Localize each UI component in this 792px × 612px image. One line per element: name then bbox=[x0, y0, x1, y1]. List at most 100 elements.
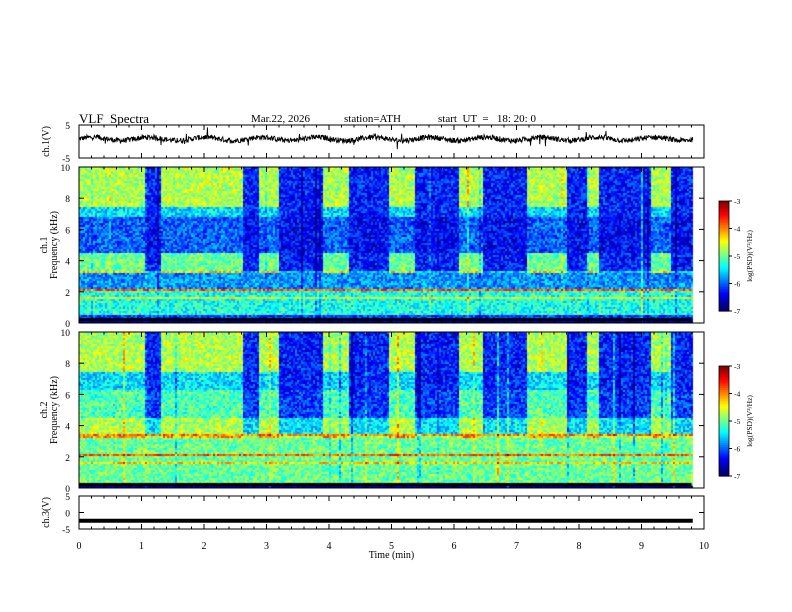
time-tick-label-4: 4 bbox=[327, 541, 332, 552]
time-tick-label-9: 9 bbox=[639, 541, 644, 552]
ch1-colorbar-swatch-52 bbox=[719, 296, 729, 299]
ch2-colorbar-swatch-42 bbox=[719, 443, 729, 446]
ch2-colorbar-swatch-59 bbox=[719, 474, 729, 477]
ch2-colorbar-swatch-25 bbox=[719, 411, 729, 415]
ch1-colorbar-swatch-7 bbox=[719, 213, 729, 217]
ch1-colorbar-swatch-21 bbox=[719, 239, 729, 242]
ch1-colorbar-swatch-11 bbox=[719, 221, 729, 224]
ch2-colorbar-swatch-54 bbox=[719, 465, 729, 468]
ch1-colorbar-swatch-15 bbox=[719, 228, 729, 231]
ch1-colorbar-swatch-6 bbox=[719, 212, 729, 215]
ch2-colorbar-swatch-49 bbox=[719, 455, 729, 459]
ch1-colorbar-swatch-30 bbox=[719, 256, 729, 259]
ch2-colorbar-swatch-7 bbox=[719, 378, 729, 382]
ch2-colorbar-swatch-32 bbox=[719, 424, 729, 428]
ch2-colorbar-swatch-48 bbox=[719, 454, 729, 457]
ch1-spectrogram-ytick-label-0: 0 bbox=[65, 320, 70, 330]
ch2-colorbar-swatch-17 bbox=[719, 397, 729, 400]
ch2-colorbar-swatch-34 bbox=[719, 428, 729, 431]
ch1-colorbar-swatch-55 bbox=[719, 301, 729, 305]
ch1-spectrogram-image bbox=[79, 167, 704, 323]
ch1-colorbar-swatch-54 bbox=[719, 300, 729, 303]
ch1-colorbar-swatch-53 bbox=[719, 298, 729, 301]
ch2-colorbar-swatch-37 bbox=[719, 433, 729, 437]
ch1-colorbar-swatch-22 bbox=[719, 241, 729, 244]
ch1-waveform-trace bbox=[78, 127, 694, 150]
ch1-colorbar-swatch-27 bbox=[719, 250, 729, 253]
ch2-colorbar-swatch-36 bbox=[719, 432, 729, 435]
ch1-colorbar-swatch-12 bbox=[719, 223, 729, 226]
time-tick-label-3: 3 bbox=[264, 541, 269, 552]
ch3-waveform-ytick-label-2: -5 bbox=[62, 526, 70, 536]
ch1-colorbar-swatch-19 bbox=[719, 235, 729, 239]
ch1-colorbar-swatch-36 bbox=[719, 267, 729, 270]
ch2-colorbar-swatch-21 bbox=[719, 404, 729, 407]
date-label: Mar.22, 2026 bbox=[251, 113, 310, 125]
ch1-colorbar-swatch-23 bbox=[719, 243, 729, 246]
ch1-colorbar-swatch-56 bbox=[719, 303, 729, 307]
ch2-colorbar-swatch-47 bbox=[719, 452, 729, 455]
ch1-colorbar-swatch-14 bbox=[719, 226, 729, 230]
ch1-waveform-ytick-label-0: 5 bbox=[65, 122, 70, 132]
ch1-colorbar-swatch-44 bbox=[719, 281, 729, 285]
ch2-colorbar-swatch-43 bbox=[719, 444, 729, 448]
ch2-colorbar-swatch-53 bbox=[719, 463, 729, 466]
ch2-colorbar-swatch-41 bbox=[719, 441, 729, 444]
ch2-colorbar-swatch-8 bbox=[719, 380, 729, 384]
ch2-colorbar-swatch-46 bbox=[719, 450, 729, 453]
time-tick-label-10: 10 bbox=[699, 541, 709, 552]
ch2-spectrogram-ytick-label-3: 6 bbox=[65, 391, 70, 401]
ch1-colorbar-swatch-32 bbox=[719, 259, 729, 263]
ch2-colorbar-swatch-31 bbox=[719, 422, 729, 426]
ch2-colorbar-swatch-58 bbox=[719, 472, 729, 475]
time-tick-label-5: 5 bbox=[389, 541, 394, 552]
ch1-spectrogram-panel: 0 2 4 6 8 10 ch.1 Frequency (kHz) bbox=[39, 164, 705, 330]
ch2-colorbar-swatch-5 bbox=[719, 375, 729, 378]
ch2-colorbar-label: log(PSD)(V²/Hz) bbox=[745, 395, 754, 447]
ch1-waveform-panel: 5 -5 ch.1(V) bbox=[41, 122, 705, 165]
ch1-colorbar-swatch-9 bbox=[719, 217, 729, 220]
ch1-waveform-ylabel: ch.1(V) bbox=[41, 126, 52, 157]
time-tick-label-8: 8 bbox=[577, 541, 582, 552]
ch1-colorbar-swatch-35 bbox=[719, 265, 729, 268]
ch1-colorbar: -3 -4 -5 -6 -7 log(PSD)(V²/Hz) bbox=[718, 197, 754, 316]
ch1-colorbar-swatch-0 bbox=[719, 201, 729, 204]
ch1-colorbar-tick-label-0: -3 bbox=[734, 197, 740, 206]
ch1-colorbar-tick-label-2: -5 bbox=[734, 252, 740, 261]
ch2-colorbar-swatch-40 bbox=[719, 439, 729, 442]
ch2-colorbar-swatch-38 bbox=[719, 435, 729, 439]
ch1-colorbar-swatch-42 bbox=[719, 278, 729, 281]
ch2-colorbar-swatch-1 bbox=[719, 367, 729, 371]
ch1-colorbar-swatch-26 bbox=[719, 248, 729, 252]
ch1-waveform-ytick-label-1: -5 bbox=[62, 155, 70, 165]
ch2-colorbar-swatch-39 bbox=[719, 437, 729, 440]
ch1-colorbar-swatch-3 bbox=[719, 206, 729, 209]
ch1-colorbar-swatch-13 bbox=[719, 224, 729, 228]
ch1-colorbar-swatch-49 bbox=[719, 290, 729, 294]
ch1-colorbar-tick-label-4: -7 bbox=[734, 307, 740, 316]
ch2-colorbar-swatch-0 bbox=[719, 366, 729, 369]
ch2-colorbar-swatch-20 bbox=[719, 402, 729, 406]
ch2-colorbar-swatch-50 bbox=[719, 457, 729, 461]
ch2-colorbar-tick-label-0: -3 bbox=[734, 362, 740, 371]
ch2-colorbar-swatch-23 bbox=[719, 408, 729, 411]
ch2-colorbar-swatch-9 bbox=[719, 382, 729, 385]
ch1-colorbar-swatch-17 bbox=[719, 232, 729, 235]
ch2-colorbar-swatch-16 bbox=[719, 395, 729, 398]
ch1-colorbar-swatch-51 bbox=[719, 294, 729, 297]
ch1-colorbar-swatch-50 bbox=[719, 292, 729, 296]
ch2-colorbar-swatch-22 bbox=[719, 406, 729, 409]
ch1-colorbar-swatch-46 bbox=[719, 285, 729, 288]
ch1-colorbar-tick-label-3: -6 bbox=[734, 280, 740, 289]
ch1-colorbar-label: log(PSD)(V²/Hz) bbox=[745, 230, 754, 282]
ch2-colorbar-swatch-35 bbox=[719, 430, 729, 433]
ch2-colorbar-swatch-45 bbox=[719, 448, 729, 451]
time-axis: 0 1 2 3 4 5 6 7 8 9 10 Time (min) bbox=[77, 541, 710, 561]
ch3-waveform-ytick-label-0: 5 bbox=[65, 493, 70, 503]
ch1-spectrogram-ytick-label-1: 2 bbox=[65, 289, 70, 299]
ch1-spectrogram-channel-label: ch.1 bbox=[39, 237, 50, 254]
ch2-spectrogram-ytick-label-4: 8 bbox=[65, 360, 70, 370]
ch1-colorbar-swatch-59 bbox=[719, 309, 729, 312]
ch1-colorbar-swatch-25 bbox=[719, 246, 729, 250]
